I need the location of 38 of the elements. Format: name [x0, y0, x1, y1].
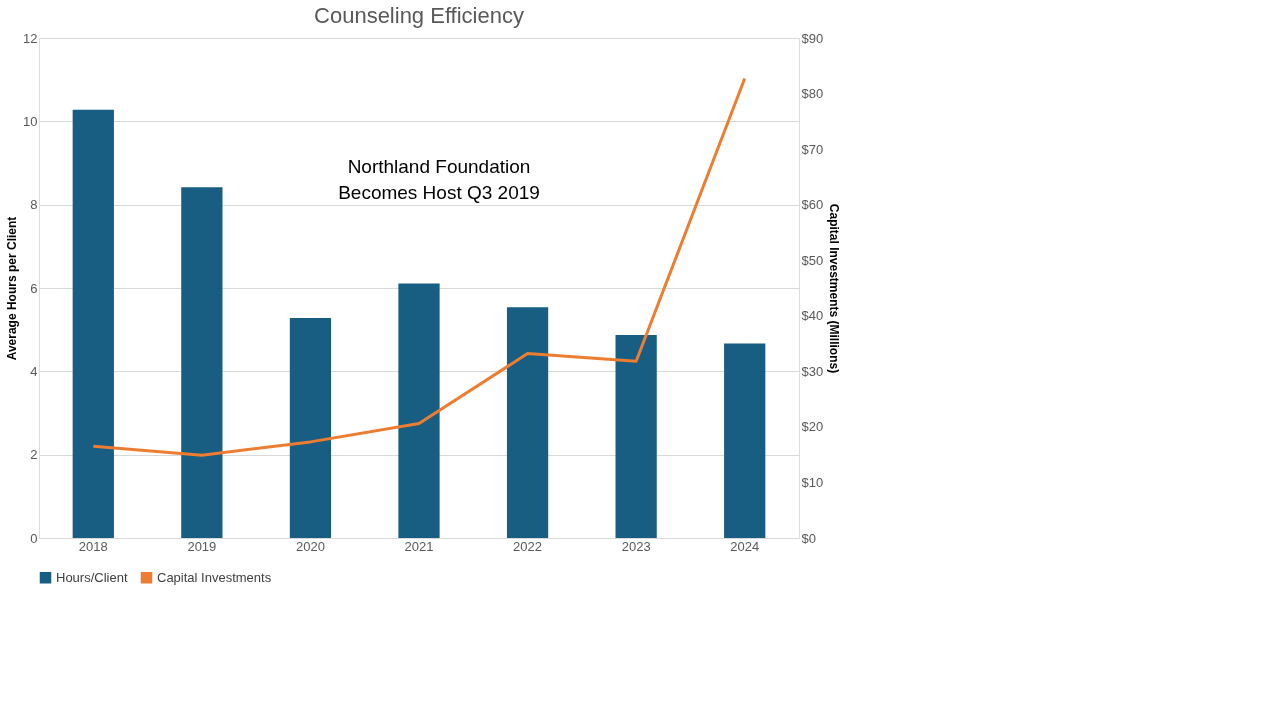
bar [724, 343, 766, 538]
y2-tick-label: $50 [801, 252, 824, 268]
y2-tick-label: $70 [801, 141, 824, 157]
bar [289, 318, 332, 538]
y-tick-label: 0 [30, 530, 38, 546]
legend-label: Capital Investments [157, 569, 272, 585]
x-tick-label: 2021 [404, 538, 434, 554]
line-series [91, 77, 747, 457]
y2-tick-label: $90 [801, 30, 824, 46]
x-tick-label: 2023 [621, 538, 651, 554]
x-tick-label: 2024 [730, 538, 760, 554]
y2-tick-label: $40 [801, 308, 824, 324]
annotation: Northland Foundation Becomes Host Q3 2019 [338, 156, 540, 203]
y-tick-label: 2 [30, 447, 38, 463]
legend-label: Hours/Client [56, 569, 128, 585]
y-tick-label: 6 [30, 280, 38, 296]
x-tick-label: 2020 [295, 538, 325, 554]
y-axis-title: Average Hours per Client [5, 216, 20, 361]
y2-tick-label: $60 [801, 197, 824, 213]
x-tick-label: 2022 [513, 538, 543, 554]
y2-tick-label: $20 [801, 419, 824, 435]
y-tick-label: 10 [23, 113, 38, 129]
chart-title: Counseling Efficiency [314, 3, 524, 28]
bar [398, 283, 440, 538]
y2-tick-label: $0 [801, 530, 816, 546]
y2-axis-title: Capital Investments (Millions) [827, 203, 842, 374]
y-tick-label: 8 [30, 197, 38, 213]
x-tick-label: 2019 [187, 538, 217, 554]
bar [615, 335, 657, 538]
y-tick-label: 12 [23, 30, 38, 46]
y2-tick-label: $80 [801, 86, 824, 102]
bar [506, 307, 549, 538]
y2-tick-label: $30 [801, 363, 824, 379]
y2-tick-label: $10 [801, 474, 824, 490]
bar [72, 109, 114, 538]
x-tick-label: 2018 [78, 538, 108, 554]
bar [181, 187, 223, 538]
y-tick-label: 4 [30, 363, 38, 379]
